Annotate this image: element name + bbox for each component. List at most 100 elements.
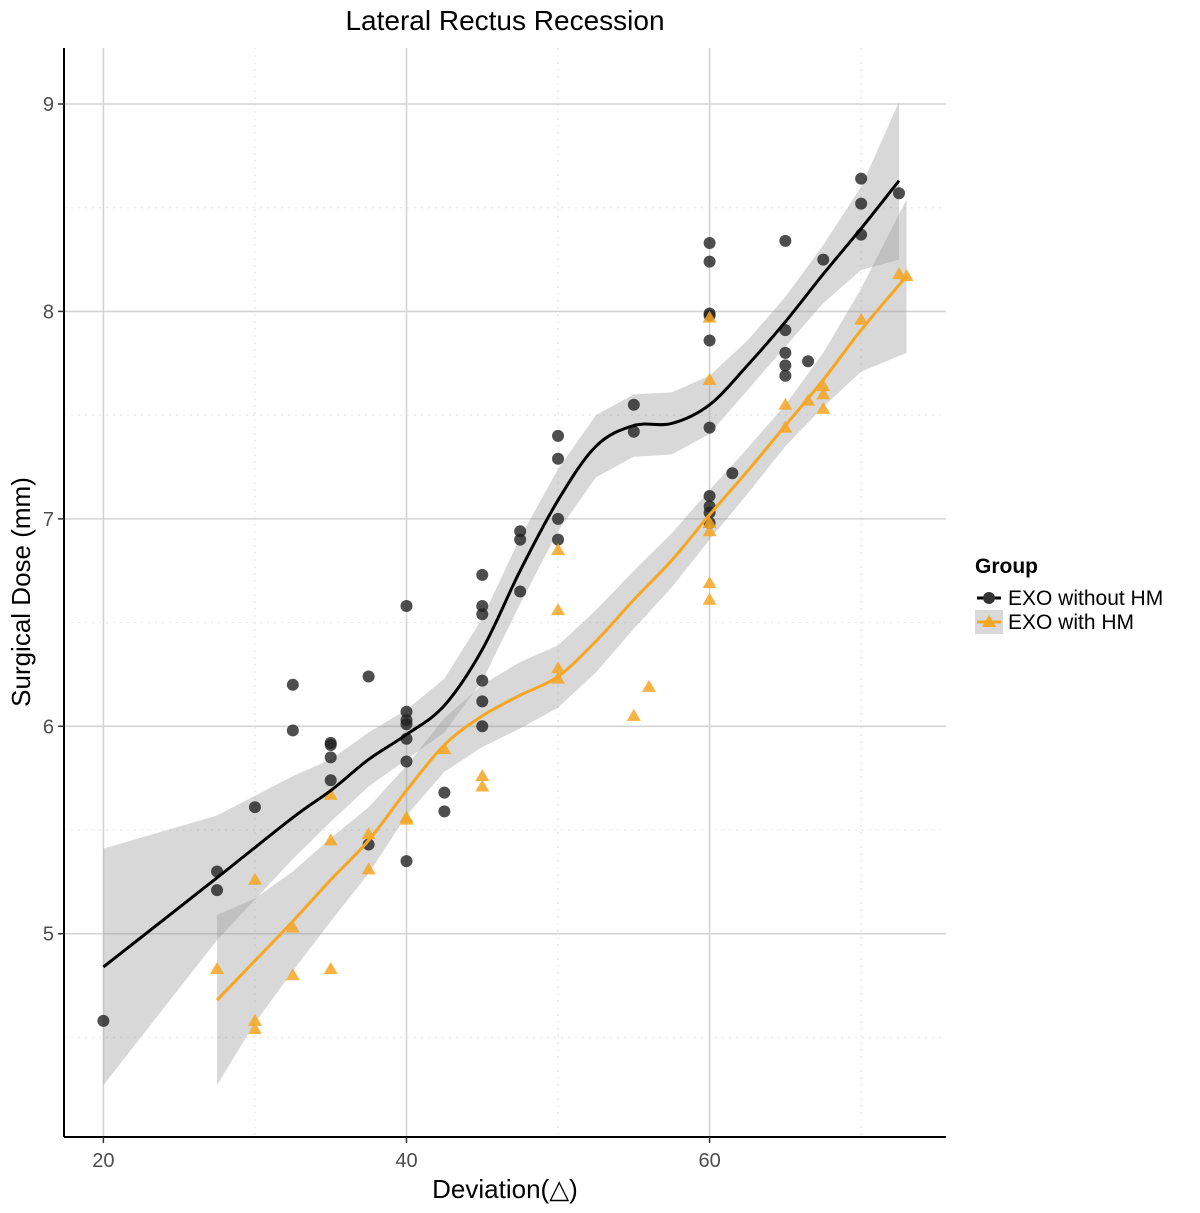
y-tick-label: 5 bbox=[43, 924, 54, 946]
data-point-triangle bbox=[816, 387, 831, 400]
data-point-circle bbox=[726, 467, 739, 480]
legend-marker-triangle bbox=[982, 615, 996, 627]
confidence-band-without-hm bbox=[103, 101, 900, 1086]
data-point-circle bbox=[552, 512, 565, 525]
data-point-circle bbox=[703, 334, 716, 347]
data-point-triangle bbox=[551, 542, 566, 555]
x-tick-label: 20 bbox=[92, 1150, 114, 1172]
data-point-circle bbox=[514, 585, 527, 598]
data-point-circle bbox=[779, 346, 792, 359]
data-point-circle bbox=[438, 805, 451, 818]
data-point-circle bbox=[286, 724, 299, 737]
data-point-circle bbox=[476, 599, 489, 612]
data-point-circle bbox=[362, 670, 375, 683]
legend-title: Group bbox=[975, 555, 1038, 578]
x-tick-label: 60 bbox=[698, 1150, 720, 1172]
data-point-triangle bbox=[702, 372, 717, 385]
legend: Group EXO without HM EXO with HM bbox=[975, 555, 1163, 634]
smooth-line-with-hm bbox=[215, 275, 908, 1002]
data-point-triangle bbox=[702, 310, 717, 323]
legend-marker-circle bbox=[983, 592, 995, 604]
data-point-circle bbox=[855, 172, 868, 185]
data-point-triangle bbox=[854, 312, 869, 325]
data-point-triangle bbox=[626, 708, 641, 721]
data-point-triangle bbox=[551, 603, 566, 616]
data-point-triangle bbox=[210, 961, 225, 974]
data-point-circle bbox=[400, 718, 413, 731]
data-point-triangle bbox=[437, 742, 452, 755]
confidence-ribbons bbox=[103, 101, 907, 1086]
data-point-circle bbox=[703, 490, 716, 503]
x-tick-label: 40 bbox=[395, 1150, 417, 1172]
data-point-circle bbox=[703, 236, 716, 249]
data-point-triangle bbox=[361, 862, 376, 875]
data-point-circle bbox=[476, 568, 489, 581]
data-point-triangle bbox=[778, 397, 793, 410]
data-point-circle bbox=[476, 720, 489, 733]
data-point-triangle bbox=[551, 661, 566, 674]
data-point-circle bbox=[627, 425, 640, 438]
data-point-circle bbox=[779, 369, 792, 382]
data-point-circle bbox=[514, 525, 527, 538]
data-point-circle bbox=[476, 674, 489, 687]
data-point-circle bbox=[802, 355, 815, 368]
data-point-triangle bbox=[702, 592, 717, 605]
data-point-circle bbox=[893, 187, 906, 200]
y-tick-label: 6 bbox=[43, 716, 54, 738]
y-tick-label: 7 bbox=[43, 509, 54, 531]
data-point-circle bbox=[400, 855, 413, 868]
data-point-circle bbox=[324, 738, 337, 751]
data-point-triangle bbox=[323, 787, 338, 800]
data-point-triangle bbox=[247, 872, 262, 885]
data-point-circle bbox=[552, 533, 565, 546]
smooth-lines bbox=[102, 179, 908, 1002]
data-point-triangle bbox=[641, 679, 656, 692]
data-point-circle bbox=[400, 705, 413, 718]
x-axis-label: Deviation(△) bbox=[432, 1174, 578, 1204]
data-point-triangle bbox=[475, 779, 490, 792]
data-point-triangle bbox=[285, 920, 300, 933]
data-point-circle bbox=[817, 253, 830, 266]
confidence-band-with-hm bbox=[217, 199, 907, 1086]
data-point-triangle bbox=[816, 379, 831, 392]
data-point-circle bbox=[362, 838, 375, 851]
data-point-circle bbox=[97, 1014, 110, 1027]
data-point-circle bbox=[703, 421, 716, 434]
data-point-circle bbox=[400, 755, 413, 768]
data-point-triangle bbox=[247, 1013, 262, 1026]
data-point-circle bbox=[514, 533, 527, 546]
data-point-circle bbox=[779, 234, 792, 247]
data-point-triangle bbox=[323, 833, 338, 846]
data-point-circle bbox=[552, 429, 565, 442]
data-point-circle bbox=[324, 751, 337, 764]
data-point-triangle bbox=[247, 1022, 262, 1035]
grid bbox=[64, 48, 946, 1137]
data-point-triangle bbox=[702, 516, 717, 529]
data-point-triangle bbox=[475, 769, 490, 782]
data-point-circle bbox=[286, 678, 299, 691]
data-point-circle bbox=[627, 398, 640, 411]
legend-label-exo-without-hm: EXO without HM bbox=[1008, 587, 1163, 610]
chart-title: Lateral Rectus Recession bbox=[345, 5, 664, 36]
data-point-triangle bbox=[285, 968, 300, 981]
y-tick-label: 8 bbox=[43, 301, 54, 323]
data-point-triangle bbox=[702, 576, 717, 589]
data-point-triangle bbox=[816, 401, 831, 414]
data-point-triangle bbox=[323, 961, 338, 974]
data-point-triangle bbox=[399, 812, 414, 825]
legend-label-exo-with-hm: EXO with HM bbox=[1008, 611, 1134, 634]
y-tick-label: 9 bbox=[43, 94, 54, 116]
y-axis-label: Surgical Dose (mm) bbox=[6, 477, 36, 707]
data-point-circle bbox=[855, 197, 868, 210]
data-point-circle bbox=[703, 255, 716, 268]
data-point-circle bbox=[400, 599, 413, 612]
data-point-triangle bbox=[702, 524, 717, 537]
data-point-circle bbox=[779, 359, 792, 372]
axes: 20 40 60 5 6 7 8 9 bbox=[43, 48, 946, 1172]
data-point-circle bbox=[324, 774, 337, 787]
data-point-triangle bbox=[892, 267, 907, 280]
data-point-circle bbox=[476, 608, 489, 621]
smooth-line-without-hm bbox=[102, 179, 901, 969]
data-point-circle bbox=[552, 452, 565, 465]
